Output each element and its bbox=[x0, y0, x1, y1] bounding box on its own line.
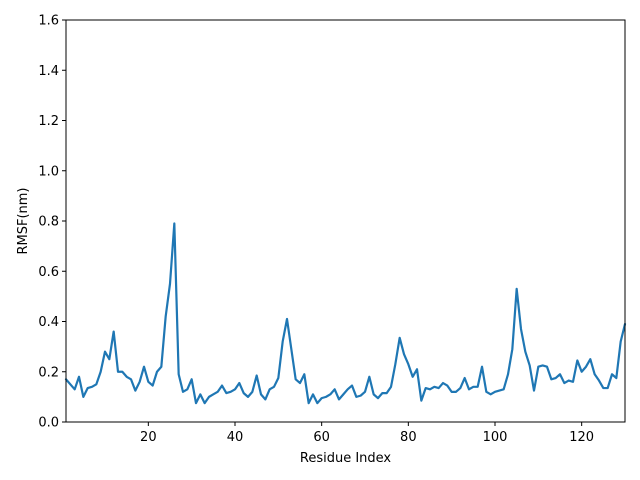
y-tick-label: 0.6 bbox=[38, 265, 59, 280]
x-axis-label: Residue Index bbox=[300, 451, 392, 466]
y-tick-label: 0.4 bbox=[38, 315, 59, 330]
x-tick-label: 80 bbox=[400, 430, 417, 445]
x-tick-label: 40 bbox=[227, 430, 244, 445]
axis-ticks: 20 40 60 80 100 120 0.0 0.2 0.4 0.6 0.8 1.0 1.2 1.4 1.… bbox=[38, 14, 594, 446]
y-tick-label: 1.0 bbox=[38, 164, 59, 179]
y-tick-label: 0.2 bbox=[38, 365, 59, 380]
x-tick-label: 20 bbox=[140, 430, 157, 445]
y-axis-label: RMSF(nm) bbox=[16, 187, 31, 254]
plot-frame bbox=[65, 19, 626, 423]
y-tick-label: 1.4 bbox=[38, 64, 59, 79]
y-tick-label: 0.0 bbox=[38, 416, 59, 431]
rmsf-series-line bbox=[64, 222, 627, 405]
y-tick-label: 1.6 bbox=[38, 14, 59, 29]
x-tick-label: 120 bbox=[569, 430, 594, 445]
x-tick-label: 100 bbox=[483, 430, 508, 445]
y-tick-label: 0.8 bbox=[38, 215, 59, 230]
x-tick-label: 60 bbox=[313, 430, 330, 445]
y-tick-label: 1.2 bbox=[38, 114, 59, 129]
